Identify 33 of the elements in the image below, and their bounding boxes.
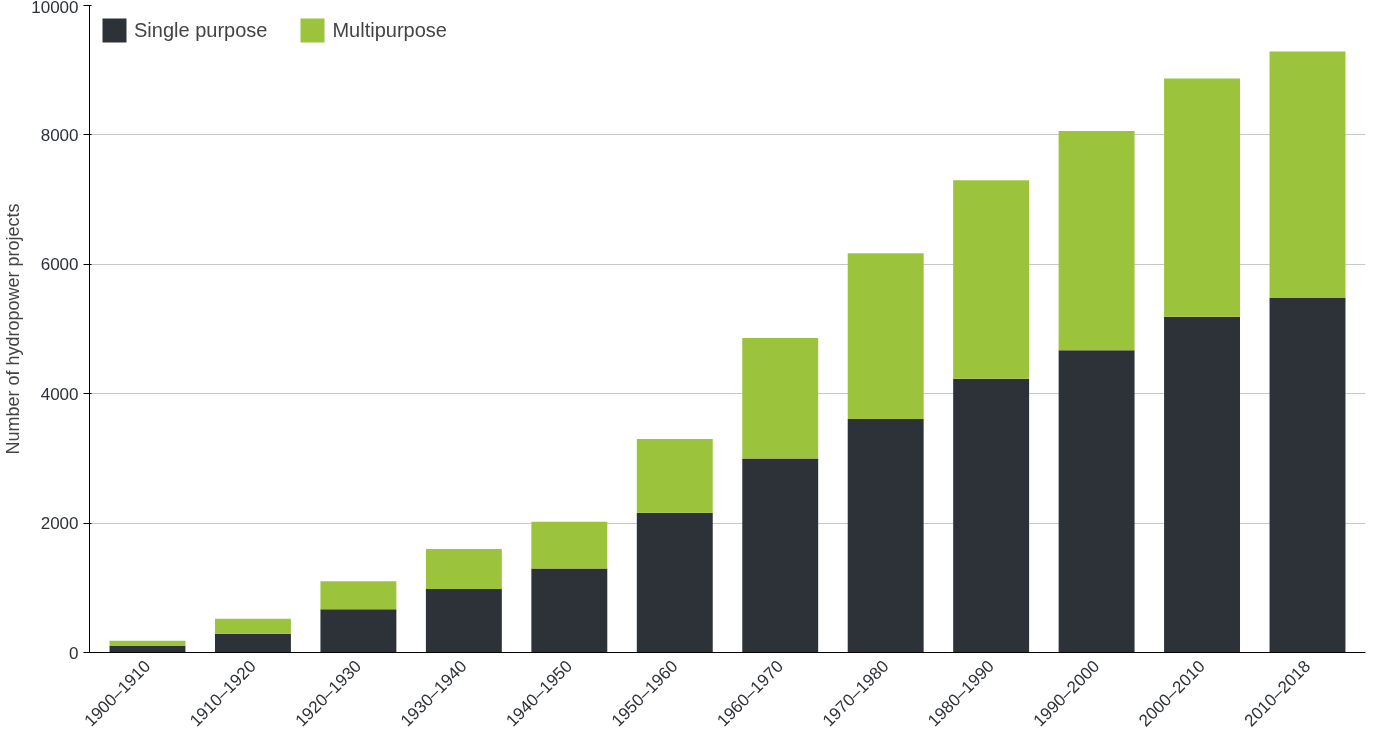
- bar: [214, 618, 291, 634]
- legend-label: Multipurpose: [332, 18, 447, 42]
- bar: [1269, 297, 1346, 653]
- bar: [847, 253, 924, 419]
- bar: [109, 646, 186, 653]
- y-tick-label: 10000: [31, 0, 79, 17]
- bar: [742, 338, 819, 459]
- bar: [636, 438, 713, 513]
- bar: [953, 180, 1030, 379]
- bar: [1058, 131, 1135, 351]
- bar: [1058, 350, 1135, 653]
- y-axis-title: Number of hydropower projects: [3, 203, 24, 455]
- bar: [953, 378, 1030, 653]
- y-tick-label: 6000: [40, 255, 79, 275]
- bar: [531, 568, 608, 653]
- bar: [1164, 78, 1241, 317]
- bar: [636, 512, 713, 653]
- bar: [531, 521, 608, 569]
- legend-label: Single purpose: [134, 18, 268, 42]
- bar: [214, 633, 291, 653]
- y-tick-label: 8000: [40, 125, 79, 145]
- y-tick-label: 4000: [40, 384, 79, 404]
- y-tick-label: 2000: [40, 514, 79, 534]
- y-tick-label: 0: [69, 643, 79, 663]
- bar: [742, 458, 819, 653]
- bar: [425, 548, 502, 590]
- bar: [320, 581, 397, 610]
- bar: [1269, 51, 1346, 298]
- bar: [109, 640, 186, 647]
- bar: [320, 609, 397, 653]
- bar: [847, 418, 924, 653]
- bar: [425, 589, 502, 653]
- bar: [1164, 316, 1241, 653]
